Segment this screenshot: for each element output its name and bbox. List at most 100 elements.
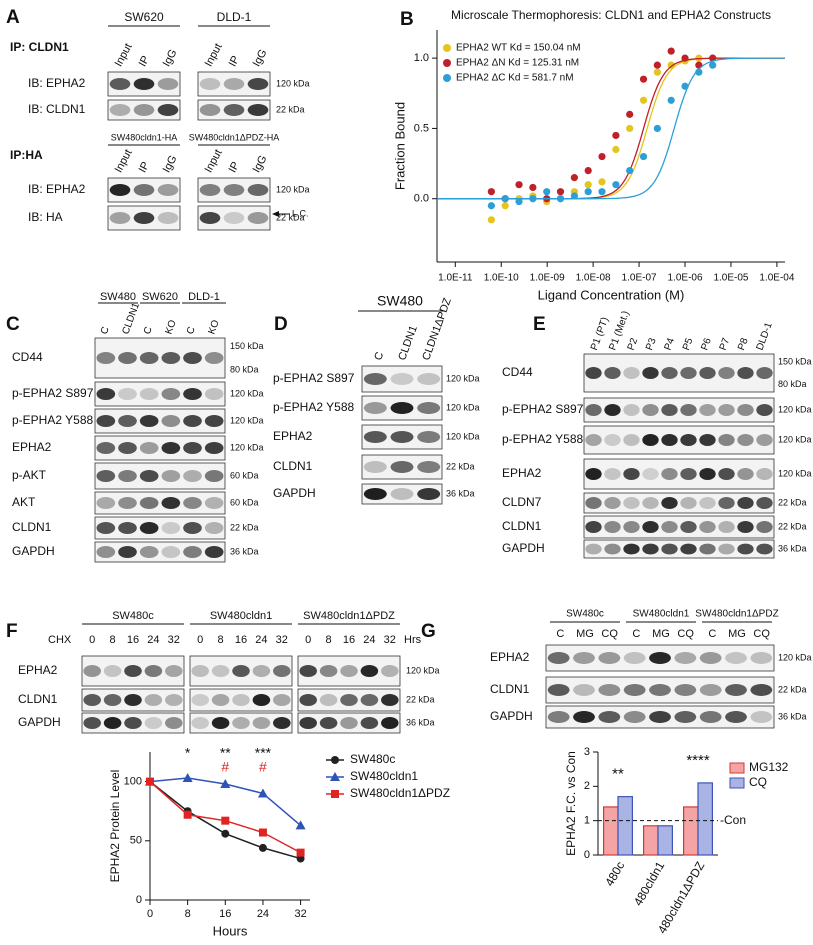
band xyxy=(756,468,773,480)
panel-letter: B xyxy=(400,9,414,30)
band xyxy=(360,717,379,729)
band xyxy=(737,497,754,509)
band xyxy=(756,497,773,509)
lane-label: P4 xyxy=(663,336,678,352)
data-point xyxy=(529,183,537,192)
row-label: CLDN7 xyxy=(502,495,542,509)
band xyxy=(118,470,137,482)
band xyxy=(124,717,142,729)
row-label: EPHA2 xyxy=(490,650,530,664)
legend-label: EPHA2 ΔC Kd = 581.7 nM xyxy=(456,73,574,84)
annotation: ** xyxy=(220,745,231,761)
band xyxy=(623,521,640,533)
label: L.C. xyxy=(292,208,309,218)
band xyxy=(604,497,621,509)
band xyxy=(381,694,399,706)
band xyxy=(604,434,621,446)
lane-label: P2 xyxy=(626,336,641,352)
kda-label: 120 kDa xyxy=(778,404,812,414)
cell-line: SW480cldn1ΔPDZ-HA xyxy=(189,132,280,142)
band xyxy=(299,717,317,729)
label: CHX xyxy=(48,634,72,646)
legend-label: EPHA2 ΔN Kd = 125.31 nM xyxy=(456,58,579,69)
band xyxy=(725,652,747,664)
y-tick-label: 50 xyxy=(130,835,142,847)
band xyxy=(96,388,116,400)
kda-label: 80 kDa xyxy=(778,379,807,389)
kda-label: 36 kDa xyxy=(778,543,807,553)
band xyxy=(417,373,441,385)
band xyxy=(718,404,735,416)
y-tick-label: 0 xyxy=(584,849,590,861)
band xyxy=(161,352,181,364)
band xyxy=(161,415,181,427)
blot-frame xyxy=(94,408,226,434)
band xyxy=(718,468,735,480)
band xyxy=(96,470,116,482)
legend-marker xyxy=(331,790,339,798)
lane-label: CLDN1 xyxy=(396,324,420,362)
data-point xyxy=(653,124,661,133)
lane-label: Input xyxy=(113,148,135,175)
band xyxy=(204,497,224,509)
data-point xyxy=(146,777,154,786)
band xyxy=(585,367,602,379)
band xyxy=(83,694,101,706)
cell-line: DLD-1 xyxy=(188,291,220,303)
band xyxy=(363,461,387,473)
band xyxy=(725,711,747,723)
legend-marker xyxy=(443,59,451,67)
data-point xyxy=(612,145,620,154)
bar xyxy=(642,825,659,856)
kda-label: 36 kDa xyxy=(230,546,259,556)
x-tick-label: 480cldn1 xyxy=(631,859,668,908)
band xyxy=(699,684,722,696)
x-tick-label: 1.0E-04 xyxy=(759,273,794,284)
band xyxy=(204,522,224,534)
band xyxy=(737,434,754,446)
band xyxy=(103,717,122,729)
time-label: 8 xyxy=(110,634,116,646)
band xyxy=(737,367,754,379)
band xyxy=(273,717,291,729)
row-label: GAPDH xyxy=(490,709,533,723)
band xyxy=(642,434,659,446)
y-axis-label: EPHA2 Protein Level xyxy=(108,770,122,883)
row-label: p-EPHA2 Y588 xyxy=(502,432,583,446)
x-tick-label: 0 xyxy=(147,908,153,920)
y-tick-label: 0.5 xyxy=(414,122,429,134)
band xyxy=(118,546,137,558)
band xyxy=(223,184,245,196)
band xyxy=(718,543,735,555)
band xyxy=(183,546,202,558)
band xyxy=(139,442,159,454)
lane-label: KO xyxy=(206,318,221,336)
time-label: 24 xyxy=(147,634,159,646)
band xyxy=(161,497,181,509)
arrow-head xyxy=(272,211,279,217)
band xyxy=(661,543,678,555)
lane-label: C xyxy=(99,325,112,336)
band xyxy=(573,711,595,723)
band xyxy=(161,546,181,558)
data-point xyxy=(220,778,231,788)
time-label: 16 xyxy=(235,634,247,646)
band xyxy=(139,522,159,534)
blot-frame xyxy=(81,655,185,687)
row-label: CD44 xyxy=(502,365,533,379)
band xyxy=(183,415,202,427)
band xyxy=(139,497,159,509)
band xyxy=(183,470,202,482)
y-axis-label: Fraction Bound xyxy=(392,102,407,190)
band xyxy=(157,104,179,116)
data-point xyxy=(529,195,537,203)
time-label: 32 xyxy=(384,634,396,646)
data-point xyxy=(681,54,689,62)
band xyxy=(157,212,179,224)
lane-label: DLD-1 xyxy=(755,321,775,352)
kda-label: 120 kDa xyxy=(778,434,812,444)
row-label: p-EPHA2 S897 xyxy=(502,402,584,416)
x-tick-label: 8 xyxy=(185,908,191,920)
legend-label: CQ xyxy=(749,775,767,789)
band xyxy=(585,468,602,480)
